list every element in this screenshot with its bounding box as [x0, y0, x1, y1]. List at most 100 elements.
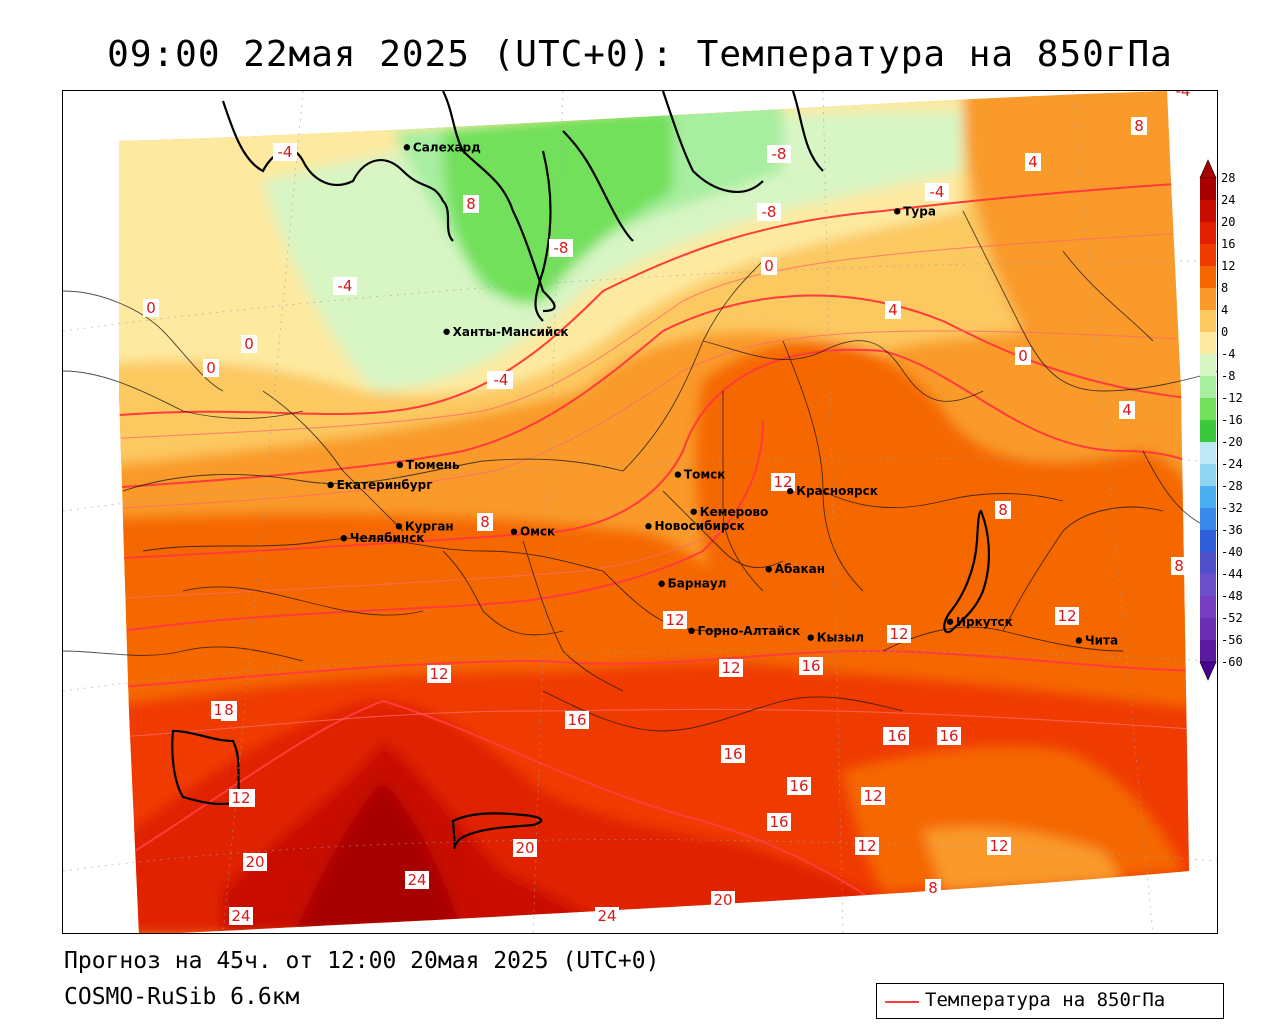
city-dot — [688, 627, 695, 635]
forecast-info: Прогноз на 45ч. от 12:00 20мая 2025 (UTC… — [64, 948, 660, 974]
contour-label-bg — [1025, 153, 1041, 171]
colorbar-tick-label: -24 — [1221, 457, 1243, 471]
contour-label: 0 — [761, 257, 777, 275]
contour-label-bg — [1015, 347, 1031, 365]
contour-label-bg — [565, 711, 589, 729]
colorbar-swatch — [1200, 640, 1216, 662]
city-label: Красноярск — [796, 484, 878, 498]
contour-label-bg — [855, 837, 879, 855]
contour-label: 20 — [243, 853, 267, 871]
colorbar-swatch — [1200, 420, 1216, 442]
city-dot — [690, 508, 697, 515]
contour-label-bg — [1055, 607, 1079, 625]
city-label: Кызыл — [817, 631, 864, 645]
contour-label-text: -8 — [554, 239, 569, 257]
contour-label-bg — [987, 837, 1011, 855]
contour-label: -4 — [273, 143, 297, 161]
colorbar-tick-label: 12 — [1221, 259, 1235, 273]
contour-label-text: 4 — [1122, 401, 1132, 419]
colorbar-arrow-bottom — [1199, 661, 1217, 681]
contour-label-text: 16 — [939, 727, 958, 745]
city-label: Екатеринбург — [337, 478, 433, 492]
colorbar-swatch — [1200, 222, 1216, 244]
contour-label: -8 — [549, 239, 573, 257]
contour-label-bg — [549, 239, 573, 257]
colorbar-tick-label: -56 — [1221, 633, 1243, 647]
contour-label-text: -4 — [278, 143, 293, 161]
city-marker: Абакан — [765, 562, 825, 576]
contour-label-bg — [757, 203, 781, 221]
contour-label-text: -8 — [762, 203, 777, 221]
contour-label-text: 0 — [764, 257, 774, 275]
contour-label: 16 — [565, 711, 589, 729]
contour-label: 0 — [1015, 347, 1031, 365]
contour-label-text: 12 — [863, 787, 882, 805]
legend-label: Температура на 850гПа — [925, 989, 1166, 1011]
city-dot — [807, 634, 814, 641]
contour-label-text: 12 — [429, 665, 448, 683]
contour-label-text: 12 — [231, 789, 250, 807]
colorbar-tick-label: -40 — [1221, 545, 1243, 559]
contour-label: -4 — [1171, 91, 1195, 100]
colorbar-tick-label: -44 — [1221, 567, 1243, 581]
city-dot — [340, 534, 347, 542]
city-dot — [645, 523, 652, 530]
contour-label-text: 0 — [1018, 347, 1028, 365]
contour-label-bg — [799, 657, 823, 675]
forecast-map[interactable]: -4-8-4-8-48-8-400-4400-44084812881212121… — [62, 90, 1218, 934]
colorbar-tick-label: -12 — [1221, 391, 1243, 405]
coastlines — [171, 91, 991, 849]
contour-label-text: -4 — [930, 183, 945, 201]
city-dot — [327, 481, 334, 489]
contour-label-bg — [887, 625, 911, 643]
colorbar-swatches — [1199, 159, 1217, 681]
contour-label: 8 — [221, 701, 237, 719]
contour-label: 8 — [995, 501, 1011, 519]
city-label: Иркутск — [956, 615, 1013, 629]
contour-label-text: 24 — [407, 871, 426, 889]
colorbar-swatch — [1200, 288, 1216, 310]
contour-label: 12 — [987, 837, 1011, 855]
contour-label-bg — [405, 871, 429, 889]
colorbar-tick-label: 8 — [1221, 281, 1228, 295]
city-marker: Чита — [1075, 633, 1118, 647]
colorbar-arrow-top — [1199, 159, 1217, 179]
contour-label-text: 0 — [206, 359, 216, 377]
colorbar-tick-label: -20 — [1221, 435, 1243, 449]
contour-label-text: 20 — [713, 891, 732, 909]
city-marker: Новосибирск — [645, 519, 745, 533]
contour-label-bg — [1171, 91, 1195, 100]
contour-label-text: 0 — [146, 299, 156, 317]
contour-label: 12 — [861, 787, 885, 805]
contour-label-bg — [427, 665, 451, 683]
city-label: Новосибирск — [654, 519, 744, 533]
city-dot — [396, 461, 404, 469]
contour-label-text: 12 — [889, 625, 908, 643]
contour-label-bg — [719, 659, 743, 677]
contour-label: 12 — [855, 837, 879, 855]
city-dot — [894, 208, 901, 215]
city-marker: Екатеринбург — [327, 478, 432, 492]
contour-label: -8 — [757, 203, 781, 221]
contour-label-text: 12 — [857, 837, 876, 855]
colorbar-swatch — [1200, 244, 1216, 266]
city-label: Чита — [1085, 633, 1118, 647]
contour-labels: -4-8-4-8-48-8-400-4400-44084812881212121… — [143, 91, 1195, 925]
contour-label-text: -8 — [772, 145, 787, 163]
model-name: COSMO-RuSib 6.6км — [64, 984, 300, 1010]
city-dot — [403, 144, 411, 151]
contour-label-bg — [477, 513, 493, 531]
map-title: 09:00 22мая 2025 (UTC+0): Температура на… — [107, 34, 1173, 75]
city-dot — [765, 566, 772, 573]
contour-label-bg — [463, 195, 479, 213]
contour-label: 4 — [885, 301, 901, 319]
contour-label-text: 8 — [1134, 117, 1144, 135]
colorbar-tick-label: -52 — [1221, 611, 1243, 625]
contour-label-bg — [229, 789, 253, 807]
colorbar-swatch — [1200, 178, 1216, 200]
contour-label-bg — [771, 473, 795, 491]
contour-label-text: 8 — [480, 513, 490, 531]
city-marker: Тура — [894, 204, 936, 218]
contour-label: 16 — [787, 777, 811, 795]
city-label: Челябинск — [350, 531, 425, 545]
